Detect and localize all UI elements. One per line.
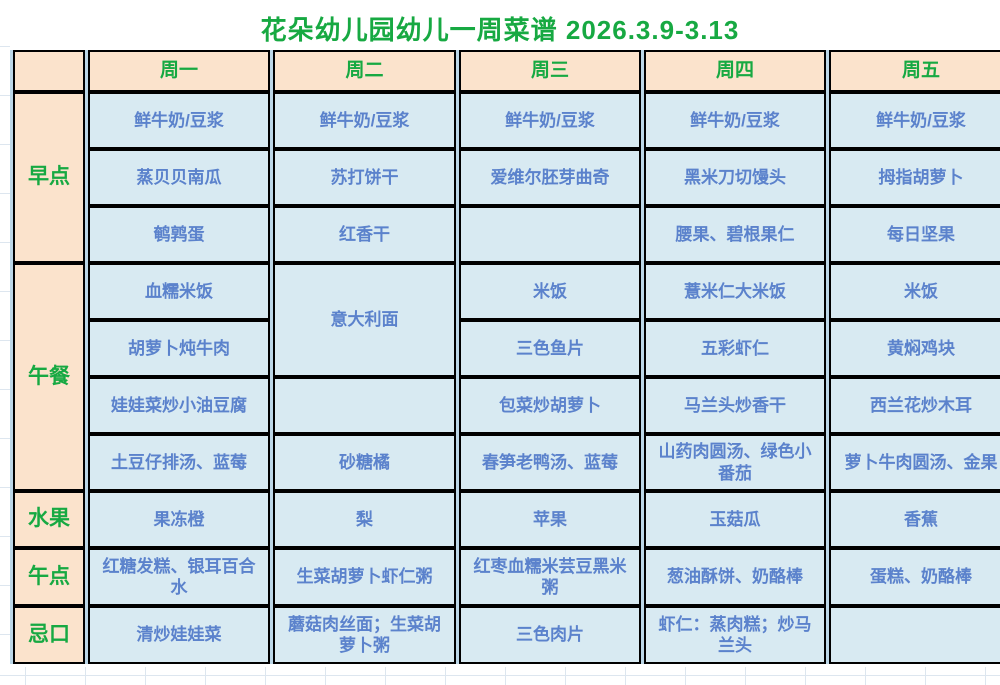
menu-cell[interactable]: 鹌鹑蛋 — [88, 206, 270, 263]
menu-cell[interactable]: 薏米仁大米饭 — [644, 263, 826, 320]
menu-cell[interactable]: 萝卜牛肉圆汤、金果 — [829, 434, 1000, 491]
menu-cell[interactable]: 春笋老鸭汤、蓝莓 — [459, 434, 641, 491]
menu-cell[interactable]: 鲜牛奶/豆浆 — [273, 92, 456, 149]
breakfast-row-2: 蒸贝贝南瓜 苏打饼干 爱维尔胚芽曲奇 黑米刀切馒头 拇指胡萝卜 — [13, 149, 1000, 206]
menu-cell[interactable]: 米饭 — [829, 263, 1000, 320]
menu-cell[interactable]: 蛋糕、奶酪棒 — [829, 548, 1000, 606]
weekly-menu-table: 周一 周二 周三 周四 周五 早点 鲜牛奶/豆浆 鲜牛奶/豆浆 鲜牛奶/豆浆 鲜… — [10, 50, 1000, 664]
lunch-row-3: 娃娃菜炒小油豆腐 包菜炒胡萝卜 马兰头炒香干 西兰花炒木耳 — [13, 377, 1000, 434]
menu-cell[interactable] — [829, 606, 1000, 664]
menu-cell[interactable]: 苏打饼干 — [273, 149, 456, 206]
menu-cell[interactable]: 虾仁：蒸肉糕；炒马兰头 — [644, 606, 826, 664]
spreadsheet-gridlines-bottom — [0, 667, 1000, 685]
header-row: 周一 周二 周三 周四 周五 — [13, 50, 1000, 92]
section-label-fruit[interactable]: 水果 — [13, 491, 85, 548]
menu-cell[interactable]: 血糯米饭 — [88, 263, 270, 320]
menu-cell[interactable]: 米饭 — [459, 263, 641, 320]
menu-cell[interactable]: 爱维尔胚芽曲奇 — [459, 149, 641, 206]
breakfast-row-3: 鹌鹑蛋 红香干 腰果、碧根果仁 每日坚果 — [13, 206, 1000, 263]
lunch-row-2: 胡萝卜炖牛肉 三色鱼片 五彩虾仁 黄焖鸡块 — [13, 320, 1000, 377]
menu-cell[interactable]: 三色鱼片 — [459, 320, 641, 377]
menu-cell[interactable]: 砂糖橘 — [273, 434, 456, 491]
day-header-thursday[interactable]: 周四 — [644, 50, 826, 92]
menu-cell[interactable]: 蘑菇肉丝面；生菜胡萝卜粥 — [273, 606, 456, 664]
page-title: 花朵幼儿园幼儿一周菜谱 2026.3.9-3.13 — [260, 15, 740, 45]
menu-cell[interactable]: 黄焖鸡块 — [829, 320, 1000, 377]
menu-cell[interactable]: 鲜牛奶/豆浆 — [459, 92, 641, 149]
menu-cell[interactable]: 每日坚果 — [829, 206, 1000, 263]
menu-cell[interactable]: 西兰花炒木耳 — [829, 377, 1000, 434]
menu-cell[interactable]: 香蕉 — [829, 491, 1000, 548]
menu-cell[interactable]: 拇指胡萝卜 — [829, 149, 1000, 206]
menu-cell[interactable]: 生菜胡萝卜虾仁粥 — [273, 548, 456, 606]
day-header-monday[interactable]: 周一 — [88, 50, 270, 92]
menu-cell[interactable]: 山药肉圆汤、绿色小番茄 — [644, 434, 826, 491]
menu-cell[interactable]: 葱油酥饼、奶酪棒 — [644, 548, 826, 606]
menu-cell[interactable]: 果冻橙 — [88, 491, 270, 548]
menu-cell[interactable]: 五彩虾仁 — [644, 320, 826, 377]
menu-cell[interactable]: 三色肉片 — [459, 606, 641, 664]
afternoon-snack-row: 午点 红糖发糕、银耳百合水 生菜胡萝卜虾仁粥 红枣血糯米芸豆黑米粥 葱油酥饼、奶… — [13, 548, 1000, 606]
menu-cell[interactable]: 娃娃菜炒小油豆腐 — [88, 377, 270, 434]
lunch-row-4: 土豆仔排汤、蓝莓 砂糖橘 春笋老鸭汤、蓝莓 山药肉圆汤、绿色小番茄 萝卜牛肉圆汤… — [13, 434, 1000, 491]
menu-cell[interactable]: 蒸贝贝南瓜 — [88, 149, 270, 206]
day-header-tuesday[interactable]: 周二 — [273, 50, 456, 92]
avoid-food-row: 忌口 清炒娃娃菜 蘑菇肉丝面；生菜胡萝卜粥 三色肉片 虾仁：蒸肉糕；炒马兰头 — [13, 606, 1000, 664]
menu-cell[interactable] — [459, 206, 641, 263]
lunch-row-1: 午餐 血糯米饭 意大利面 米饭 薏米仁大米饭 米饭 — [13, 263, 1000, 491]
section-label-lunch[interactable]: 午餐 — [13, 263, 85, 491]
menu-cell[interactable]: 鲜牛奶/豆浆 — [88, 92, 270, 149]
section-label-snack[interactable]: 午点 — [13, 548, 85, 606]
fruit-row: 水果 果冻橙 梨 苹果 玉菇瓜 香蕉 — [13, 491, 1000, 548]
menu-cell[interactable]: 腰果、碧根果仁 — [644, 206, 826, 263]
menu-cell[interactable]: 玉菇瓜 — [644, 491, 826, 548]
menu-cell-merged[interactable]: 意大利面 — [273, 263, 456, 377]
menu-cell[interactable]: 红枣血糯米芸豆黑米粥 — [459, 548, 641, 606]
menu-cell[interactable]: 清炒娃娃菜 — [88, 606, 270, 664]
menu-cell[interactable]: 鲜牛奶/豆浆 — [644, 92, 826, 149]
day-header-friday[interactable]: 周五 — [829, 50, 1000, 92]
menu-cell[interactable]: 黑米刀切馒头 — [644, 149, 826, 206]
menu-cell[interactable]: 包菜炒胡萝卜 — [459, 377, 641, 434]
corner-cell[interactable] — [13, 50, 85, 92]
menu-cell[interactable]: 胡萝卜炖牛肉 — [88, 320, 270, 377]
menu-cell[interactable]: 红香干 — [273, 206, 456, 263]
section-label-breakfast[interactable]: 早点 — [13, 92, 85, 263]
menu-cell[interactable]: 土豆仔排汤、蓝莓 — [88, 434, 270, 491]
menu-cell[interactable]: 马兰头炒香干 — [644, 377, 826, 434]
menu-cell[interactable]: 梨 — [273, 491, 456, 548]
menu-cell[interactable]: 苹果 — [459, 491, 641, 548]
day-header-wednesday[interactable]: 周三 — [459, 50, 641, 92]
menu-cell[interactable]: 鲜牛奶/豆浆 — [829, 92, 1000, 149]
menu-cell[interactable]: 红糖发糕、银耳百合水 — [88, 548, 270, 606]
menu-cell[interactable] — [273, 377, 456, 434]
section-label-avoid[interactable]: 忌口 — [13, 606, 85, 664]
breakfast-row-1: 早点 鲜牛奶/豆浆 鲜牛奶/豆浆 鲜牛奶/豆浆 鲜牛奶/豆浆 鲜牛奶/豆浆 — [13, 92, 1000, 263]
spreadsheet-gridlines-left — [0, 46, 10, 668]
